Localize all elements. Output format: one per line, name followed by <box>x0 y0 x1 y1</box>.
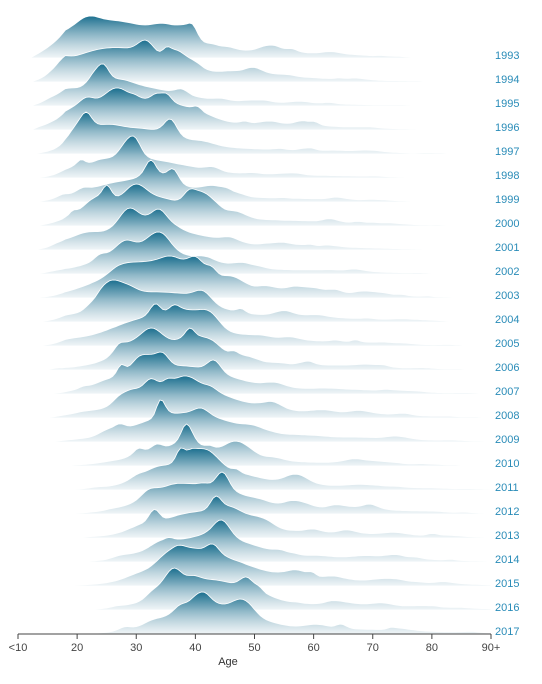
year-label-2005: 2005 <box>495 338 519 350</box>
year-label-1996: 1996 <box>495 122 519 134</box>
x-tick-label-90: 90+ <box>482 642 501 654</box>
ridge-2009 <box>18 399 492 443</box>
year-label-2013: 2013 <box>495 530 519 542</box>
year-label-2000: 2000 <box>495 218 519 230</box>
year-label-1998: 1998 <box>495 170 519 182</box>
year-label-2002: 2002 <box>495 266 519 278</box>
x-tick-label-10: <10 <box>9 642 28 654</box>
ridge-2013 <box>18 495 492 539</box>
year-label-1995: 1995 <box>495 98 519 110</box>
year-label-2004: 2004 <box>495 314 519 326</box>
year-label-2008: 2008 <box>495 410 519 422</box>
year-label-1997: 1997 <box>495 146 519 158</box>
ridge-2010 <box>18 423 492 467</box>
ridge-1998 <box>18 135 492 179</box>
year-label-2017: 2017 <box>495 626 519 638</box>
ridge-2007 <box>18 351 492 395</box>
ridge-2015 <box>18 543 492 587</box>
year-label-2015: 2015 <box>495 578 519 590</box>
ridge-2005 <box>18 303 492 347</box>
year-label-2012: 2012 <box>495 506 519 518</box>
x-tick-label-60: 60 <box>308 642 320 654</box>
ridge-2014 <box>18 519 492 563</box>
year-label-1993: 1993 <box>495 50 519 62</box>
ridge-1997 <box>18 111 492 155</box>
year-label-2007: 2007 <box>495 386 519 398</box>
year-label-1994: 1994 <box>495 74 519 86</box>
year-labels-group: 1993 1994 1995 1996 1997 1998 1999 2000 2001 2002… <box>495 50 519 638</box>
year-label-2011: 2011 <box>495 482 519 494</box>
ridge-1996 <box>18 87 492 131</box>
year-label-2003: 2003 <box>495 290 519 302</box>
x-tick-label-30: 30 <box>130 642 142 654</box>
ridge-2001 <box>18 207 492 251</box>
year-label-2009: 2009 <box>495 434 519 446</box>
ridge-2016 <box>18 567 492 611</box>
year-label-1999: 1999 <box>495 194 519 206</box>
year-label-2010: 2010 <box>495 458 519 470</box>
x-tick-label-70: 70 <box>367 642 379 654</box>
year-label-2014: 2014 <box>495 554 519 566</box>
x-axis-title: Age <box>218 656 238 668</box>
year-label-2016: 2016 <box>495 602 519 614</box>
year-label-2006: 2006 <box>495 362 519 374</box>
x-tick-label-80: 80 <box>426 642 438 654</box>
ridge-2003 <box>18 255 492 299</box>
x-tick-label-20: 20 <box>71 642 83 654</box>
ridge-2006 <box>18 327 492 371</box>
ridge-2008 <box>18 375 492 419</box>
ridges-group <box>18 15 492 635</box>
year-label-2001: 2001 <box>495 242 519 254</box>
ridge-2004 <box>18 279 492 323</box>
x-tick-label-50: 50 <box>248 642 260 654</box>
ridge-1994 <box>18 39 492 83</box>
ridge-2017 <box>18 591 492 635</box>
ridge-2012 <box>18 471 492 515</box>
ridge-2011 <box>18 447 492 491</box>
x-tick-label-40: 40 <box>189 642 201 654</box>
x-axis: <10 20 30 40 50 60 70 80 90+ <box>9 633 501 654</box>
